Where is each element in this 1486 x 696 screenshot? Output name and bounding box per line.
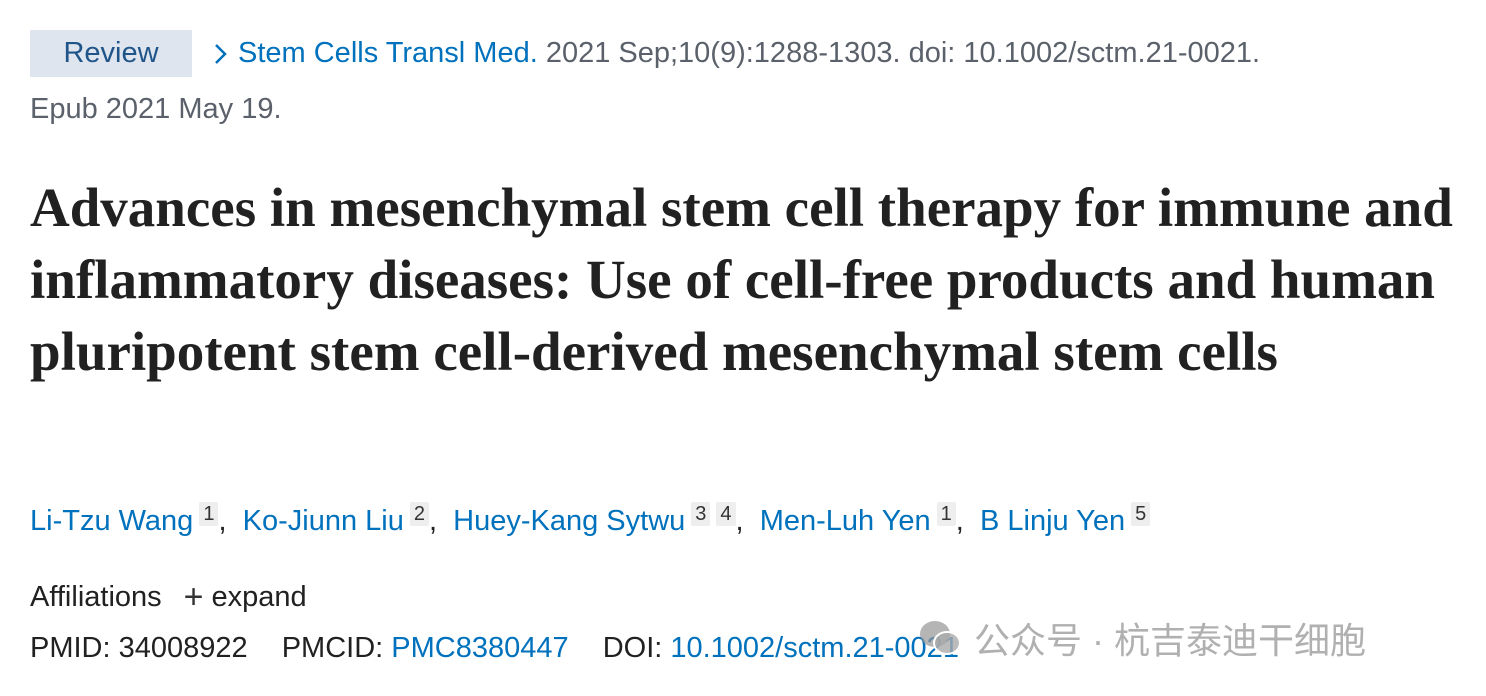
watermark: 公众号 · 杭吉泰迪干细胞 — [918, 612, 1366, 664]
affiliation-ref[interactable]: 5 — [1131, 502, 1151, 526]
pmcid-label: PMCID: — [281, 632, 392, 664]
separator: , — [218, 505, 235, 537]
author-link[interactable]: Men-Luh Yen — [759, 505, 931, 537]
article-title: Advances in mesenchymal stem cell therap… — [30, 177, 1453, 382]
wechat-icon — [920, 621, 961, 655]
pmid-label: PMID: — [30, 632, 119, 664]
expand-label: expand — [211, 581, 307, 613]
affiliations-row: Affiliations + expand — [30, 578, 307, 617]
author-link[interactable]: Ko-Jiunn Liu — [242, 505, 404, 537]
affiliation-ref[interactable]: 2 — [409, 502, 429, 526]
watermark-text: 公众号 · 杭吉泰迪干细胞 — [974, 620, 1366, 661]
doi-label: DOI: — [602, 632, 671, 664]
affiliation-ref[interactable]: 1 — [199, 502, 219, 526]
citation-line: Review Stem Cells Transl Med. 2021 Sep;1… — [30, 30, 1260, 77]
affiliation-ref[interactable]: 3 — [691, 502, 711, 526]
separator: , — [735, 505, 752, 537]
separator: , — [955, 505, 972, 537]
author-list: Li-Tzu Wang 1, Ko-Jiunn Liu 2, Huey-Kang S… — [30, 502, 1151, 538]
author-link[interactable]: Li-Tzu Wang — [30, 505, 194, 537]
plus-icon: + — [183, 578, 204, 616]
expand-affiliations-button[interactable]: + expand — [184, 578, 307, 617]
doi-link[interactable]: 10.1002/sctm.21-0021 — [670, 632, 959, 664]
epub-date: Epub 2021 May 19. — [30, 93, 282, 125]
author-link[interactable]: B Linju Yen — [979, 505, 1126, 537]
separator: , — [428, 505, 446, 537]
identifiers: PMID: 34008922 PMCID: PMC8380447 DOI: 10… — [30, 632, 959, 665]
citation-details: 2021 Sep;10(9):1288-1303. doi: 10.1002/s… — [537, 37, 1261, 69]
affiliation-ref[interactable]: 4 — [716, 502, 736, 526]
pmcid-link[interactable]: PMC8380447 — [391, 632, 569, 664]
author-link[interactable]: Huey-Kang Sytwu — [453, 505, 686, 537]
publication-type-badge: Review — [30, 30, 192, 77]
pmid-value: 34008922 — [118, 632, 248, 664]
affiliations-label: Affiliations — [30, 581, 162, 613]
chevron-right-icon[interactable] — [214, 43, 228, 65]
affiliation-ref[interactable]: 1 — [936, 502, 956, 526]
journal-link[interactable]: Stem Cells Transl Med. — [238, 37, 538, 69]
